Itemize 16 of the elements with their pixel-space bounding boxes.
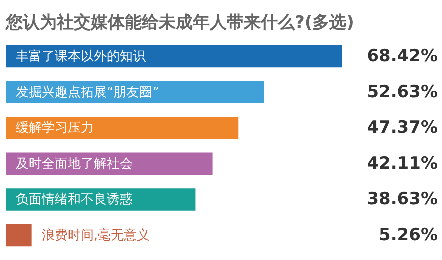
chart-title: 您认为社交媒体能给未成年人带来什么?(多选): [5, 13, 354, 33]
data-label: 38.63%: [367, 190, 438, 210]
data-label: 68.42%: [367, 46, 438, 66]
bar: [6, 224, 32, 247]
bar: [6, 45, 342, 68]
y-tick-label: 负面情绪和不良诱惑: [16, 192, 133, 208]
data-label: 52.63%: [367, 82, 438, 102]
bar: [6, 116, 239, 140]
y-tick-label: 发掘兴趣点拓展“朋友圈”: [16, 85, 160, 100]
y-tick-label: 丰富了课本以外的知识: [16, 48, 146, 64]
y-tick-label: 浪费时间,毫无意义: [42, 228, 150, 244]
data-label: 42.11%: [367, 154, 438, 174]
data-label: 5.26%: [379, 226, 438, 246]
y-tick-label: 缓解学习压力: [16, 121, 94, 136]
y-tick-label: 及时全面地了解社会: [16, 156, 133, 172]
data-label: 47.37%: [367, 118, 438, 138]
